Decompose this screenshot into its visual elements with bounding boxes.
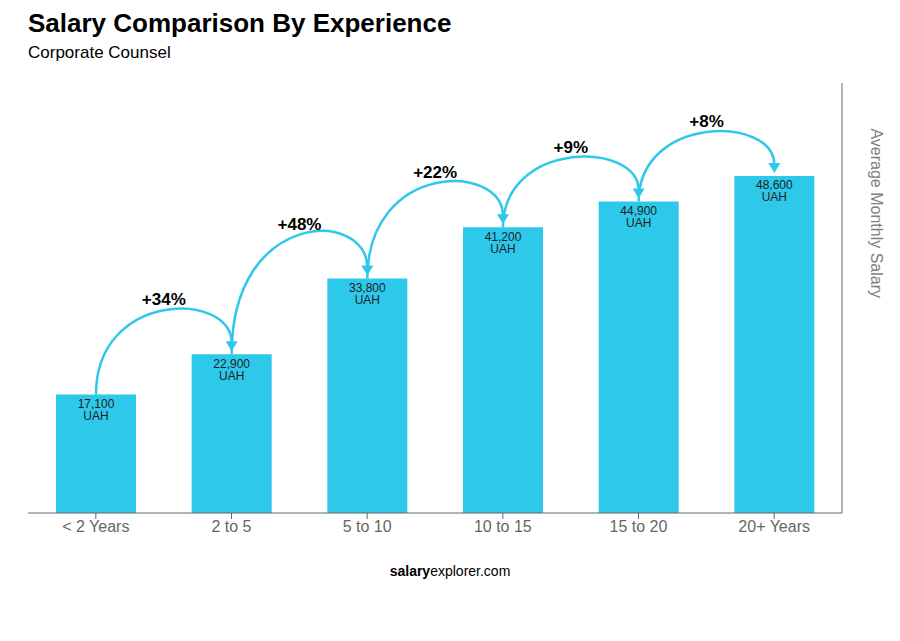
svg-text:44,900UAH: 44,900UAH — [620, 204, 657, 230]
svg-text:+8%: +8% — [689, 112, 724, 131]
svg-text:17,100UAH: 17,100UAH — [78, 397, 115, 423]
svg-text:+9%: +9% — [554, 138, 589, 157]
svg-text:10 to 15: 10 to 15 — [474, 518, 532, 535]
svg-text:Average Monthly Salary: Average Monthly Salary — [868, 128, 885, 298]
svg-text:15 to 20: 15 to 20 — [610, 518, 668, 535]
svg-text:41,200UAH: 41,200UAH — [485, 230, 522, 256]
svg-text:33,800UAH: 33,800UAH — [349, 281, 386, 307]
svg-text:+22%: +22% — [413, 163, 457, 182]
svg-text:2 to 5: 2 to 5 — [211, 518, 251, 535]
svg-text:22,900UAH: 22,900UAH — [213, 357, 250, 383]
svg-text:5 to 10: 5 to 10 — [343, 518, 392, 535]
svg-text:+34%: +34% — [142, 290, 186, 309]
html-text:salary explorer.com: salary explorer.com — [389, 563, 511, 579]
svg-text:+48%: +48% — [278, 215, 322, 234]
html-text:Corporate Counsel: Corporate Counsel — [28, 43, 171, 62]
html-text:Salary Comparison By Experienc: Salary Comparison By Experience — [28, 8, 452, 38]
svg-text:< 2 Years: < 2 Years — [62, 518, 129, 535]
svg-text:20+ Years: 20+ Years — [738, 518, 810, 535]
svg-text:48,600UAH: 48,600UAH — [756, 178, 793, 204]
